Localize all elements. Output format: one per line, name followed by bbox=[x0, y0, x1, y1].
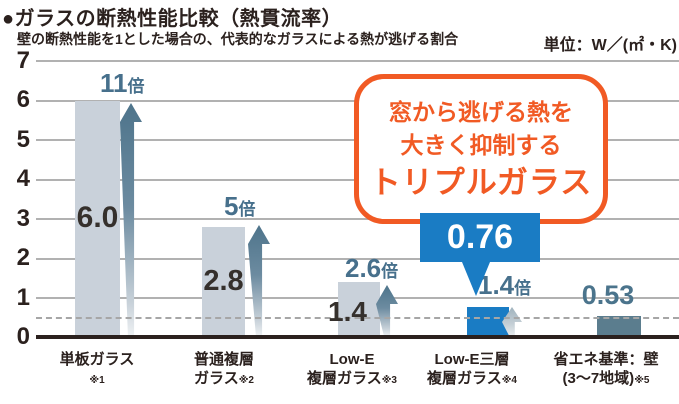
y-tick-4: 4 bbox=[16, 165, 30, 192]
highlight-value-tag: 0.76 bbox=[420, 213, 540, 296]
category-label-single-glass: 単板ガラス ※1 bbox=[59, 351, 135, 386]
value-label-1-4: 1.4 bbox=[328, 296, 367, 327]
y-tick-7: 7 bbox=[16, 47, 30, 74]
callout-line-3: トリプルガラス bbox=[369, 165, 593, 200]
reference-dashed-line bbox=[36, 317, 679, 319]
bar-single-glass bbox=[75, 101, 120, 337]
value-label-2-8: 2.8 bbox=[203, 265, 244, 297]
y-tick-1: 1 bbox=[16, 284, 30, 311]
y-tick-5: 5 bbox=[16, 126, 30, 153]
x-axis-baseline bbox=[36, 335, 679, 339]
chart-title: ●ガラスの断熱性能比較（熱貫流率） bbox=[2, 8, 343, 30]
multiplier-label-2-6x: 2.6倍 bbox=[345, 253, 399, 283]
multiplier-label-11x: 11倍 bbox=[100, 68, 145, 98]
y-tick-6: 6 bbox=[16, 86, 30, 113]
gridline-2 bbox=[36, 258, 679, 260]
unit-label: 単位：W／(㎡・K) bbox=[543, 37, 677, 54]
callout-bubble: 窓から逃げる熱を 大きく抑制する トリプルガラス bbox=[354, 74, 608, 224]
category-label-double-glass: 普通複層 ガラス※2 bbox=[193, 351, 254, 387]
bar-lowe-double-glass bbox=[338, 282, 380, 337]
bar-energy-standard-wall bbox=[597, 316, 641, 337]
multiplier-label-5x: 5倍 bbox=[224, 191, 256, 221]
chart-subtitle: 壁の断熱性能を1とした場合の、代表的なガラスによる熱が逃げる割合 bbox=[17, 31, 459, 47]
category-label-lowe-double: Low-E 複層ガラス※3 bbox=[307, 351, 397, 387]
value-label-6-0: 6.0 bbox=[76, 201, 119, 234]
y-tick-3: 3 bbox=[16, 205, 30, 232]
category-label-energy-standard: 省エネ基準：壁 (3〜7地域)※5 bbox=[553, 351, 659, 387]
y-tick-0: 0 bbox=[16, 323, 30, 350]
value-label-0-53: 0.53 bbox=[581, 280, 635, 310]
y-tick-2: 2 bbox=[16, 244, 30, 271]
category-label-lowe-triple: Low-E三層 複層ガラス※4 bbox=[427, 351, 517, 387]
callout-line-1: 窓から逃げる熱を bbox=[389, 99, 573, 125]
gridline-7 bbox=[36, 60, 679, 62]
gridline-3 bbox=[36, 218, 679, 220]
callout-line-2: 大きく抑制する bbox=[400, 132, 562, 158]
